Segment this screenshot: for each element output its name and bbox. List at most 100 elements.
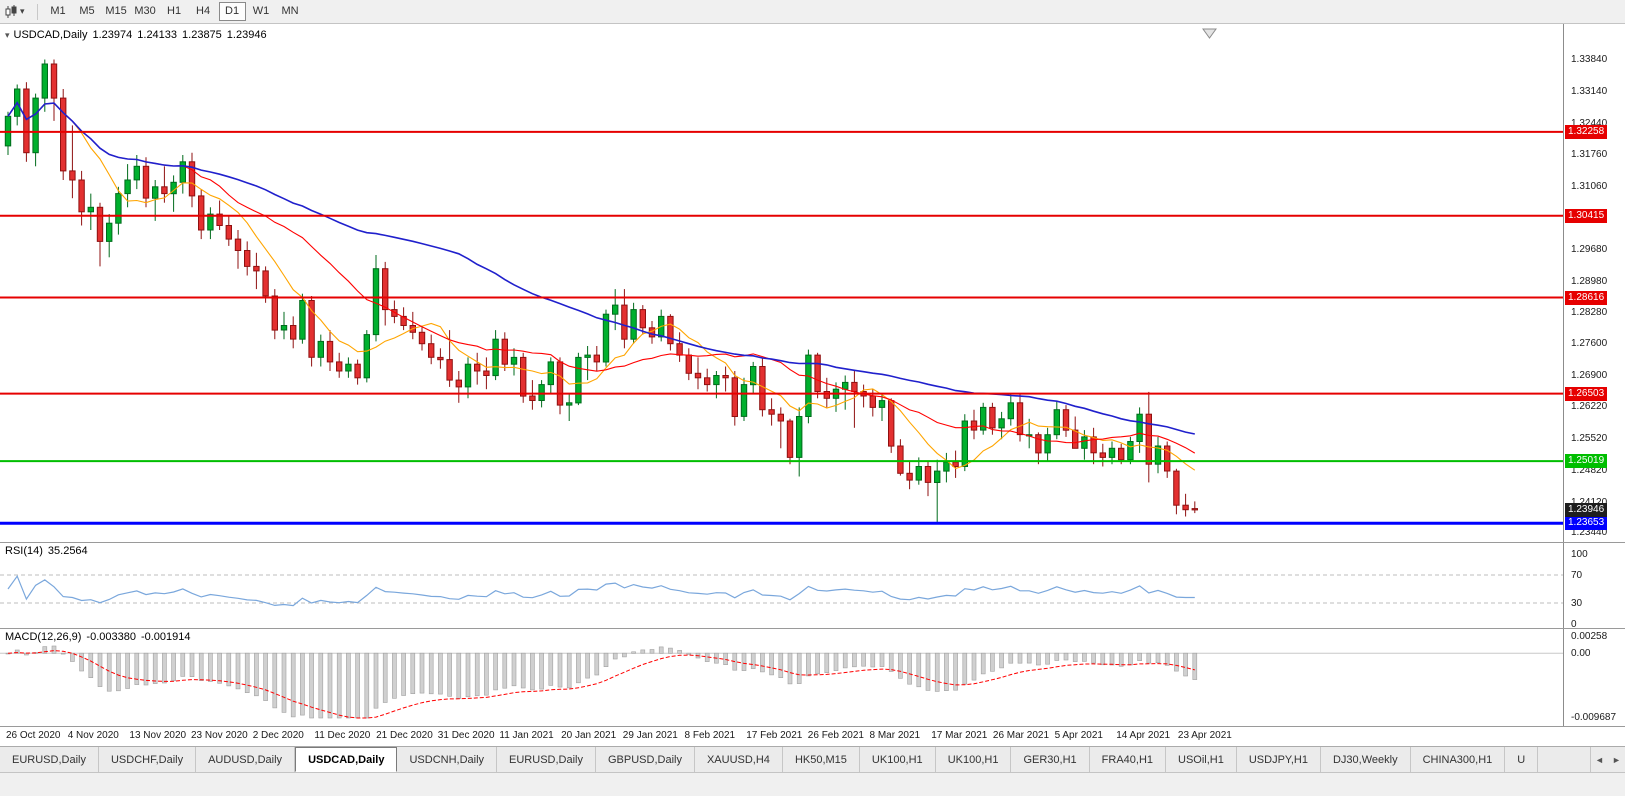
candle bbox=[400, 307, 407, 331]
chart-tab-ger30-h1[interactable]: GER30,H1 bbox=[1011, 747, 1090, 772]
candle bbox=[630, 302, 637, 344]
chart-tab-hk50-m15[interactable]: HK50,M15 bbox=[782, 747, 860, 772]
candle bbox=[510, 348, 518, 376]
date-axis-label: 21 Dec 2020 bbox=[376, 730, 433, 741]
chart-tab-gbpusd-daily[interactable]: GBPUSD,Daily bbox=[596, 747, 695, 772]
macd-histogram-bar bbox=[787, 652, 793, 685]
candle bbox=[878, 393, 886, 421]
timeframe-button-h4[interactable]: H4 bbox=[196, 5, 211, 17]
candle bbox=[722, 366, 729, 392]
rsi-panel[interactable]: RSI(14) 35.2564 bbox=[0, 542, 1563, 628]
chart-tab-u[interactable]: U bbox=[1505, 747, 1539, 772]
candle bbox=[409, 311, 417, 340]
chart-tab-china300-h1[interactable]: CHINA300,H1 bbox=[1410, 747, 1506, 772]
candle bbox=[796, 407, 803, 477]
date-axis-label: 11 Dec 2020 bbox=[314, 730, 371, 741]
chart-tab-usoil-h1[interactable]: USOil,H1 bbox=[1166, 747, 1237, 772]
macd-histogram-bar bbox=[281, 652, 287, 713]
candle bbox=[731, 371, 738, 426]
candle bbox=[188, 152, 196, 208]
candle bbox=[851, 371, 858, 428]
candle bbox=[961, 414, 968, 472]
candle bbox=[805, 349, 812, 424]
chart-collapse-icon[interactable]: ▾ bbox=[5, 30, 10, 40]
quote-close: 1.23946 bbox=[226, 29, 267, 41]
candle bbox=[428, 334, 435, 365]
tab-scroll-right-icon[interactable]: ► bbox=[1612, 754, 1621, 765]
timeframe-button-d1[interactable]: D1 bbox=[218, 2, 246, 21]
chart-tab-usdchf-daily[interactable]: USDCHF,Daily bbox=[98, 747, 197, 772]
price-scale-label: 1.33140 bbox=[1571, 86, 1608, 98]
chart-type-selector[interactable]: ▾ bbox=[4, 4, 25, 19]
macd-panel[interactable]: MACD(12,26,9) -0.003380 -0.001914 bbox=[0, 628, 1563, 726]
candle bbox=[299, 293, 306, 344]
macd-histogram-bar bbox=[1155, 652, 1161, 664]
macd-histogram-bar bbox=[493, 652, 498, 691]
quote-high: 1.24133 bbox=[137, 29, 178, 41]
rsi-indicator-name: RSI(14) bbox=[5, 545, 43, 557]
candle bbox=[1164, 441, 1171, 478]
timeframe-button-m30[interactable]: M30 bbox=[134, 5, 156, 17]
price-scale[interactable]: 1.338401.331401.324401.317601.310601.303… bbox=[1564, 24, 1625, 726]
timeframe-button-h1[interactable]: H1 bbox=[167, 5, 182, 17]
rsi-chart-surface[interactable] bbox=[0, 542, 1563, 628]
candlestick-chart-icon bbox=[4, 4, 18, 19]
time-axis[interactable]: 26 Oct 2020 4 Nov 2020 13 Nov 2020 23 Nov 2… bbox=[0, 726, 1563, 746]
macd-histogram-bar bbox=[622, 652, 627, 658]
macd-current-value: -0.003380 bbox=[86, 631, 136, 643]
candle bbox=[575, 352, 582, 406]
chart-shift-marker[interactable] bbox=[1202, 28, 1217, 39]
chart-tab-dj30-weekly[interactable]: DJ30,Weekly bbox=[1320, 747, 1411, 772]
candle bbox=[41, 59, 48, 112]
chart-workspace: ▾ USDCAD,Daily 1.23974 1.24133 1.23875 1.2394… bbox=[0, 24, 1625, 746]
chart-tab-fra40-h1[interactable]: FRA40,H1 bbox=[1089, 747, 1167, 772]
candle bbox=[437, 348, 444, 369]
macd-histogram-bar bbox=[106, 652, 112, 692]
timeframe-button-m5[interactable]: M5 bbox=[79, 5, 95, 17]
tab-scroll-left-icon[interactable]: ◄ bbox=[1595, 754, 1604, 765]
macd-chart-surface[interactable] bbox=[0, 628, 1563, 726]
candle bbox=[639, 305, 646, 335]
chart-tab-usdcad-daily[interactable]: USDCAD,Daily bbox=[295, 747, 398, 772]
chart-tab-audusd-daily[interactable]: AUDUSD,Daily bbox=[196, 747, 296, 772]
timeframe-button-m1[interactable]: M1 bbox=[50, 5, 66, 17]
candle bbox=[685, 348, 692, 381]
candle bbox=[60, 89, 67, 180]
chart-tab-usdcnh-daily[interactable]: USDCNH,Daily bbox=[397, 747, 498, 772]
candle bbox=[483, 357, 490, 390]
candle bbox=[648, 321, 656, 344]
timeframe-button-mn[interactable]: MN bbox=[281, 5, 299, 17]
macd-panel-separator[interactable] bbox=[0, 628, 1625, 629]
rsi-panel-separator[interactable] bbox=[0, 542, 1625, 543]
main-chart[interactable]: ▾ USDCAD,Daily 1.23974 1.24133 1.23875 1.2394… bbox=[0, 24, 1563, 542]
chart-tab-xauusd-h4[interactable]: XAUUSD,H4 bbox=[694, 747, 783, 772]
macd-histogram-bar bbox=[806, 652, 811, 677]
macd-histogram-bar bbox=[548, 652, 554, 686]
macd-histogram-bar bbox=[769, 652, 774, 676]
chart-tab-eurusd-daily[interactable]: EURUSD,Daily bbox=[497, 747, 596, 772]
chart-tab-uk100-h1[interactable]: UK100,H1 bbox=[935, 747, 1012, 772]
macd-histogram-bar bbox=[116, 652, 121, 692]
timeframe-button-m15[interactable]: M15 bbox=[105, 5, 127, 17]
macd-histogram-bar bbox=[125, 652, 130, 689]
candle bbox=[244, 241, 251, 276]
status-bar bbox=[0, 772, 1625, 796]
date-axis-label: 31 Dec 2020 bbox=[437, 730, 495, 741]
rsi-scale-label: 0 bbox=[1571, 618, 1577, 630]
chart-tab-usdjpy-h1[interactable]: USDJPY,H1 bbox=[1236, 747, 1321, 772]
candle bbox=[529, 380, 536, 410]
macd-histogram-bar bbox=[171, 652, 176, 682]
chart-tab-eurusd-daily[interactable]: EURUSD,Daily bbox=[0, 747, 99, 772]
candlestick-chart-surface[interactable] bbox=[0, 24, 1563, 542]
candle bbox=[1035, 432, 1042, 465]
candle bbox=[198, 189, 205, 240]
macd-histogram-bar bbox=[88, 652, 94, 679]
chart-tab-uk100-h1[interactable]: UK100,H1 bbox=[859, 747, 936, 772]
macd-histogram-bar bbox=[290, 652, 296, 718]
macd-histogram-bar bbox=[631, 651, 636, 654]
timeframe-button-w1[interactable]: W1 bbox=[252, 5, 270, 17]
candle bbox=[934, 459, 941, 524]
candle bbox=[676, 332, 683, 362]
price-scale-label: 1.27600 bbox=[1571, 338, 1608, 350]
rsi-scale-label: 100 bbox=[1571, 548, 1588, 560]
